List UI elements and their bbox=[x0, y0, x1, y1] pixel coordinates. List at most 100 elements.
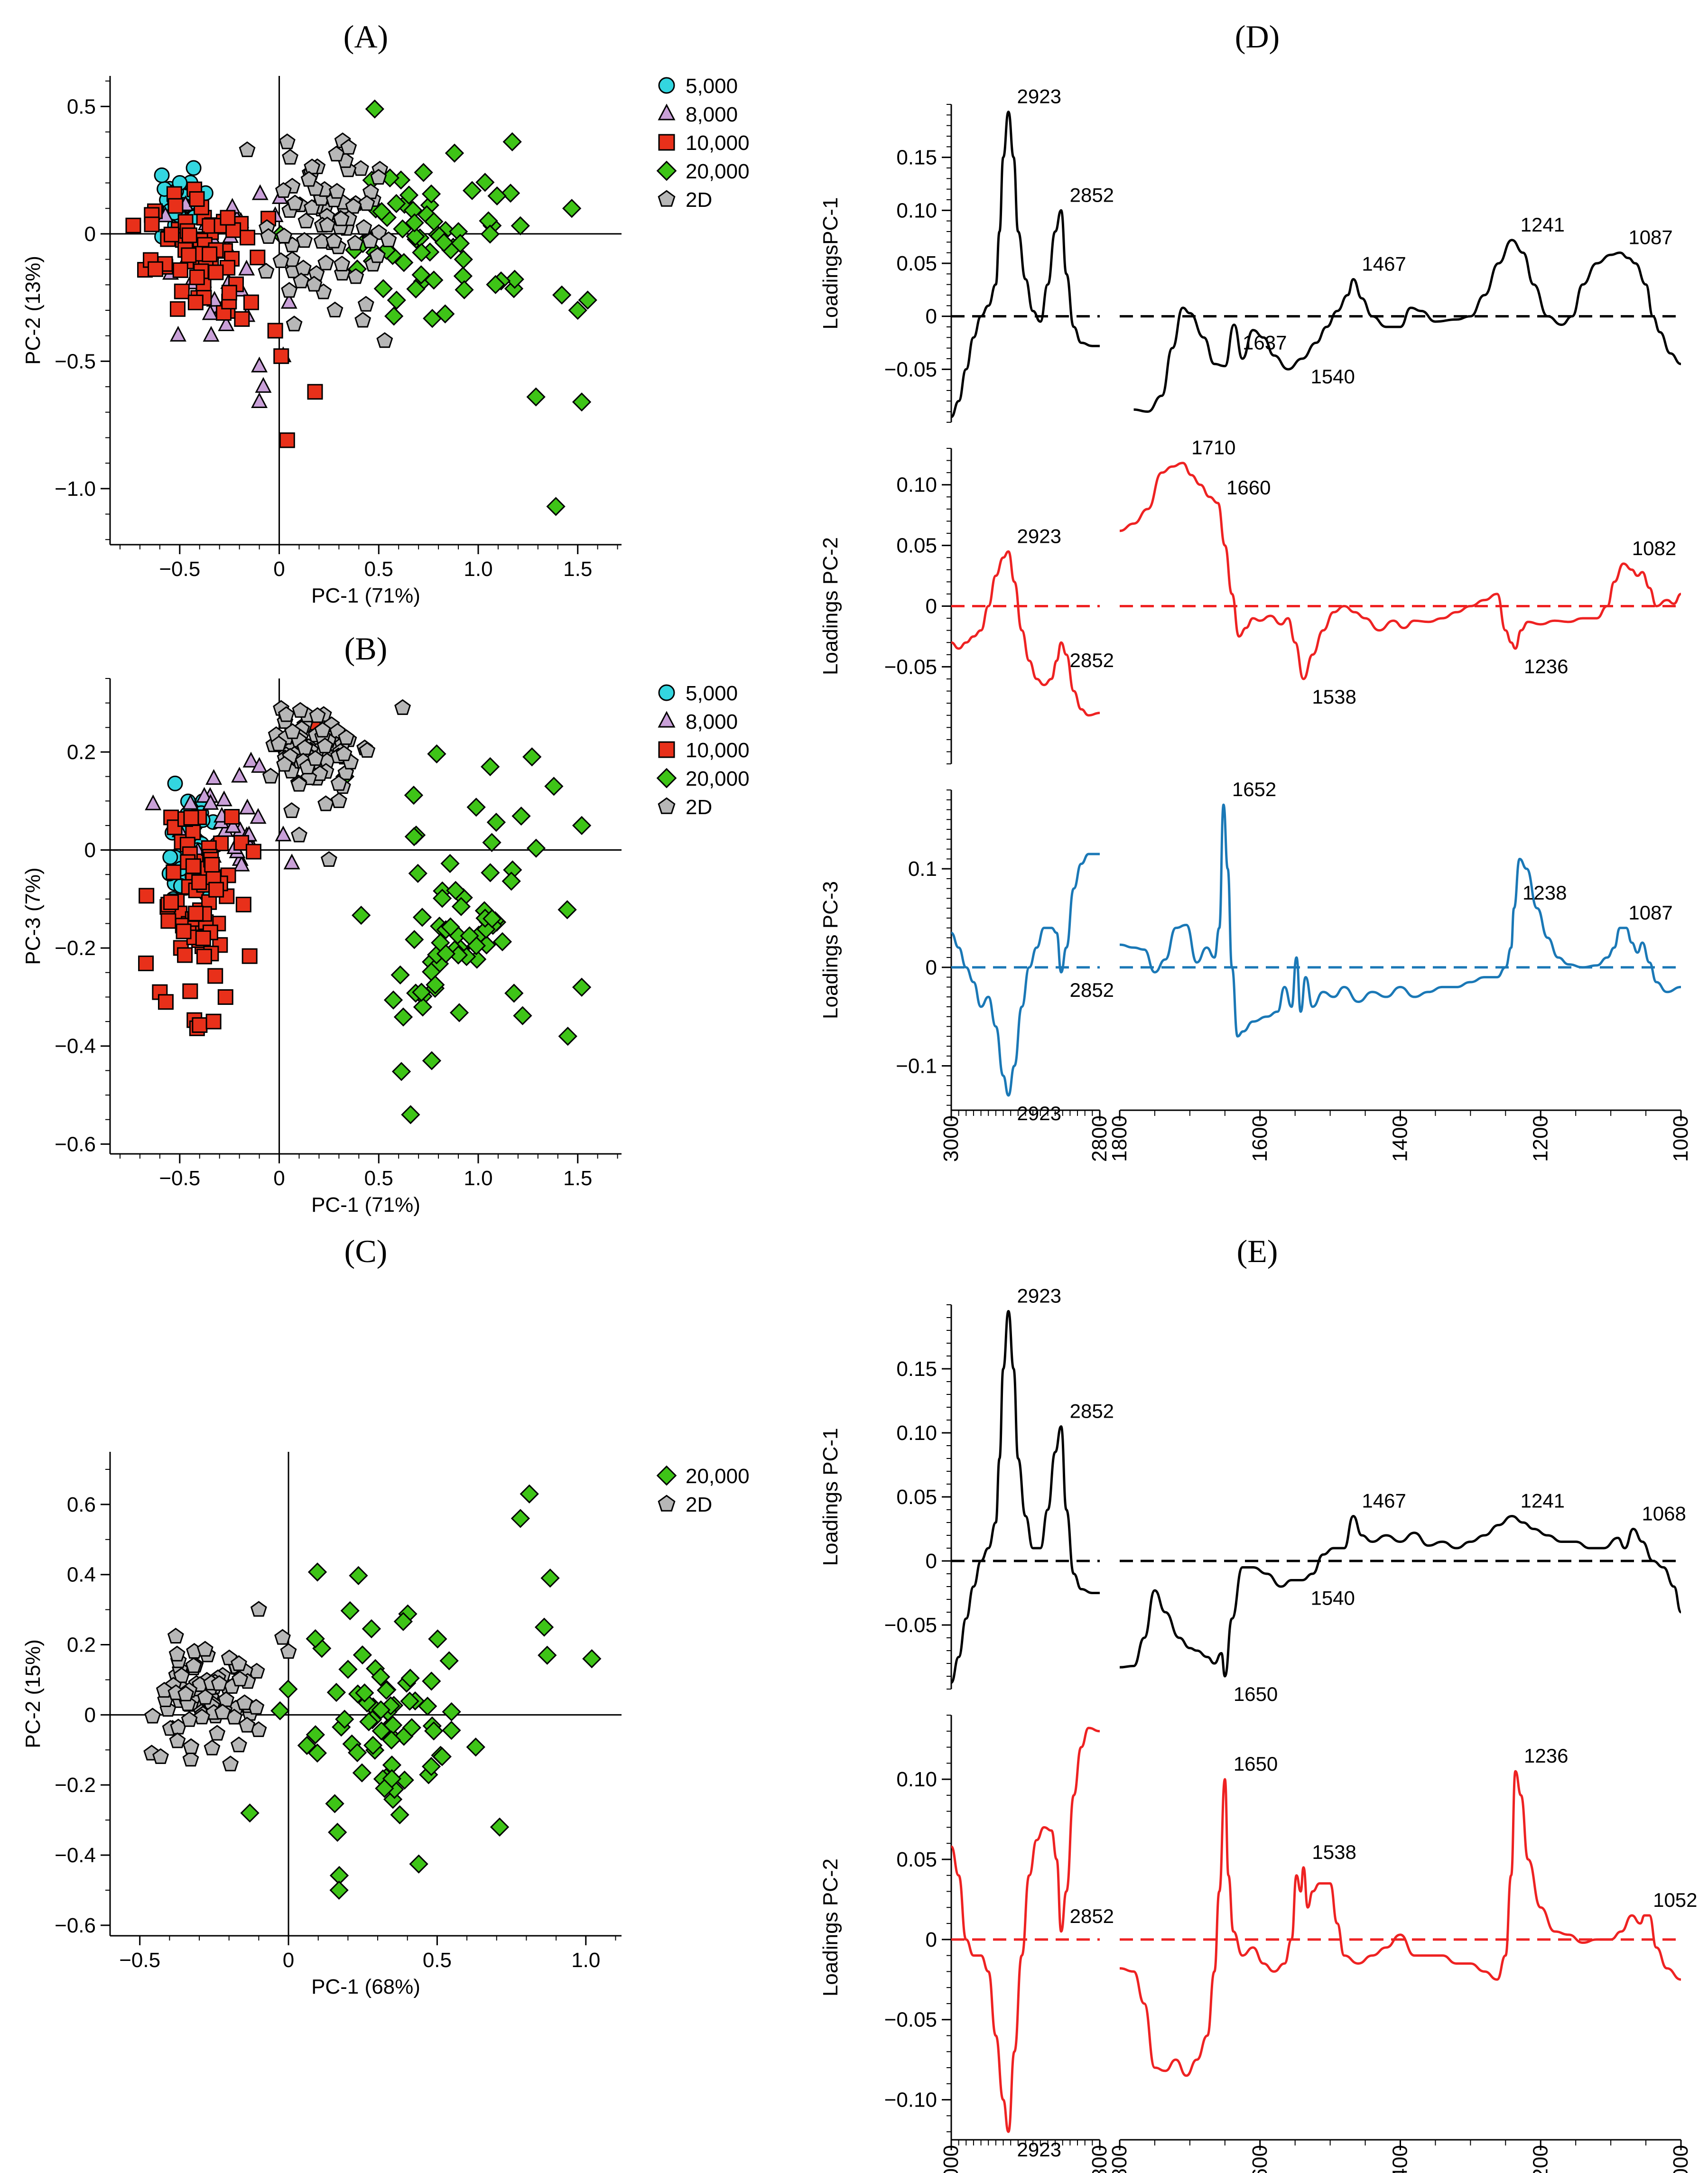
data-point bbox=[348, 1743, 367, 1763]
peak-label: 2923 bbox=[1017, 1285, 1061, 1307]
peak-label: 1087 bbox=[1628, 901, 1672, 924]
data-point bbox=[421, 184, 441, 204]
data-point bbox=[239, 1717, 256, 1733]
data-point bbox=[329, 1880, 349, 1900]
data-point bbox=[436, 944, 456, 964]
y-tick-label: 0.10 bbox=[896, 199, 937, 222]
legend-label: 2D bbox=[686, 796, 712, 819]
data-point bbox=[163, 226, 179, 242]
data-point bbox=[538, 1645, 557, 1665]
data-point bbox=[196, 787, 213, 803]
data-point bbox=[572, 977, 592, 997]
data-point bbox=[357, 296, 374, 312]
legend-marker bbox=[658, 1495, 676, 1512]
panel-label-C: (C) bbox=[344, 1233, 388, 1269]
data-point bbox=[418, 1697, 437, 1716]
data-point bbox=[250, 808, 267, 824]
peak-label: 1052 bbox=[1653, 1889, 1697, 1911]
y-tick-label: 0.10 bbox=[896, 1768, 937, 1791]
y-tick-label: 0 bbox=[926, 1550, 937, 1573]
data-point bbox=[238, 260, 255, 276]
peak-label: 1538 bbox=[1312, 1841, 1356, 1863]
data-point bbox=[191, 874, 207, 890]
data-point bbox=[326, 301, 343, 317]
data-point bbox=[436, 304, 455, 324]
data-point bbox=[278, 706, 295, 722]
data-point bbox=[215, 790, 232, 807]
data-point bbox=[414, 163, 433, 182]
legend-label: 5,000 bbox=[686, 74, 738, 98]
legend-marker bbox=[658, 741, 675, 758]
peak-label: 1660 bbox=[1226, 476, 1271, 499]
y-tick-label: −0.05 bbox=[884, 358, 937, 381]
data-point bbox=[404, 827, 424, 846]
data-point bbox=[316, 737, 334, 753]
peak-label: 1540 bbox=[1310, 365, 1355, 388]
x-tick-label: 2800 bbox=[1088, 2145, 1111, 2173]
data-point bbox=[202, 246, 218, 262]
data-point bbox=[234, 311, 250, 327]
y-tick-label: 0.05 bbox=[896, 534, 937, 557]
data-point bbox=[283, 854, 300, 870]
data-point bbox=[214, 1703, 231, 1720]
y-tick-label: 0.15 bbox=[896, 1357, 937, 1381]
data-point bbox=[202, 794, 219, 810]
data-point bbox=[466, 798, 486, 817]
data-point bbox=[460, 926, 479, 946]
data-point bbox=[177, 1685, 195, 1701]
data-point bbox=[441, 917, 460, 937]
y-tick-label: 0.6 bbox=[67, 1493, 96, 1516]
data-point bbox=[204, 1739, 221, 1755]
data-point bbox=[281, 282, 298, 298]
data-point bbox=[382, 1769, 402, 1789]
data-point bbox=[546, 497, 566, 516]
data-point bbox=[333, 210, 350, 226]
data-point bbox=[240, 230, 256, 246]
legend-marker bbox=[656, 160, 677, 181]
data-point bbox=[520, 1484, 539, 1504]
data-point bbox=[222, 1755, 239, 1772]
data-point bbox=[328, 146, 345, 162]
legend-marker bbox=[658, 797, 676, 814]
data-point bbox=[233, 855, 250, 872]
data-point bbox=[292, 702, 309, 718]
data-point bbox=[260, 228, 277, 244]
data-point bbox=[236, 1694, 253, 1710]
data-point bbox=[511, 806, 531, 826]
data-point bbox=[355, 1683, 374, 1703]
data-point bbox=[522, 747, 542, 767]
y-axis-title: PC-2 (15%) bbox=[21, 1639, 45, 1748]
data-point bbox=[526, 387, 546, 407]
peak-label: 2852 bbox=[1070, 649, 1114, 671]
data-point bbox=[306, 1725, 325, 1745]
peak-label: 2923 bbox=[1017, 2138, 1061, 2161]
peak-label: 1652 bbox=[1232, 778, 1276, 800]
data-point bbox=[338, 729, 355, 745]
data-point bbox=[450, 233, 470, 253]
data-point bbox=[221, 285, 237, 301]
data-point bbox=[267, 323, 283, 339]
data-point bbox=[205, 1013, 222, 1030]
data-point bbox=[358, 195, 375, 211]
data-point bbox=[511, 216, 530, 236]
data-point bbox=[369, 247, 386, 263]
legend-marker bbox=[656, 768, 677, 789]
data-point bbox=[125, 217, 141, 233]
peak-label: 1082 bbox=[1632, 537, 1676, 559]
data-point bbox=[487, 186, 507, 206]
legend-label: 20,000 bbox=[686, 1465, 750, 1488]
data-point bbox=[501, 184, 520, 203]
data-point bbox=[262, 768, 279, 784]
data-point bbox=[196, 1641, 214, 1657]
y-axis-title: PC-3 (7%) bbox=[21, 867, 45, 965]
data-point bbox=[408, 864, 427, 883]
loading-curve-segment bbox=[1119, 1770, 1681, 2077]
data-point bbox=[455, 280, 474, 299]
y-tick-label: −0.5 bbox=[55, 350, 96, 373]
data-point bbox=[275, 182, 292, 198]
peak-label: 2923 bbox=[1017, 525, 1061, 547]
data-point bbox=[207, 968, 223, 984]
x-tick-label: 0 bbox=[273, 557, 285, 581]
y-tick-label: −0.05 bbox=[884, 1614, 937, 1637]
peak-label: 2923 bbox=[1017, 1102, 1061, 1124]
